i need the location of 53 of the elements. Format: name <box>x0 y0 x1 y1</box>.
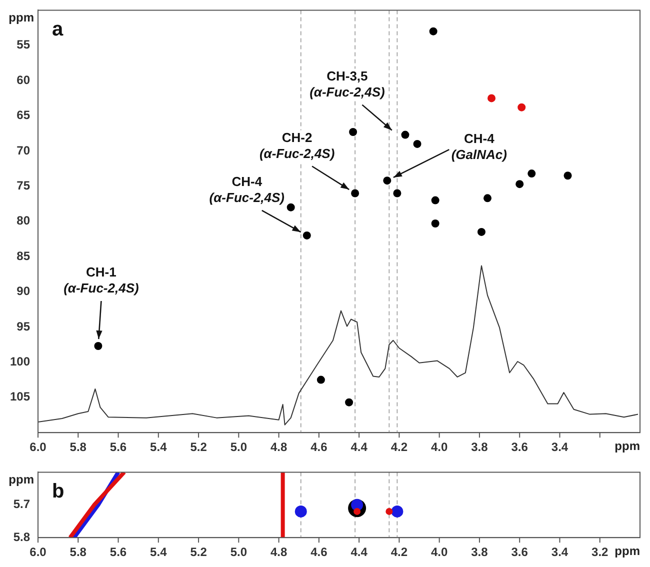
y-tick-label: 5.8 <box>13 530 30 544</box>
x-tick-label: 6.0 <box>30 440 47 454</box>
y-tick-label: 5.7 <box>13 497 30 512</box>
x-tick-label: 5.2 <box>190 545 208 560</box>
annotation: CH-4 (GalNAc) <box>451 131 507 162</box>
y-tick-label: 70 <box>16 143 30 158</box>
x-tick-label: 5.0 <box>230 545 248 560</box>
x-tick-label: 4.4 <box>350 545 368 560</box>
x-axis-title: ppm <box>614 544 640 558</box>
annotation: CH-1 (α-Fuc-2,4S) <box>64 264 139 296</box>
annotation: a <box>52 18 64 41</box>
y-tick-label: 60 <box>16 72 30 87</box>
x-tick-label: 4.6 <box>310 440 328 454</box>
x-tick-label: 4.0 <box>430 440 448 454</box>
x-tick-label: 4.0 <box>430 545 448 560</box>
x-tick-label: 3.6 <box>511 440 528 454</box>
y-axis-title: ppm <box>8 472 34 487</box>
x-tick-label: 5.6 <box>110 545 127 560</box>
x-tick-label: 4.8 <box>270 545 288 560</box>
y-axis-title: ppm <box>8 10 34 25</box>
x-tick-label: 3.4 <box>551 545 568 560</box>
x-tick-label: 4.2 <box>390 545 408 560</box>
x-tick-label: 5.4 <box>150 545 168 560</box>
x-tick-label: 3.8 <box>471 545 488 560</box>
x-tick-label: 4.2 <box>390 440 408 454</box>
x-tick-label: 3.6 <box>511 545 528 560</box>
x-tick-label: 4.8 <box>270 440 288 454</box>
x-tick-label: 3.4 <box>551 440 568 454</box>
x-tick-label: 3.2 <box>592 545 609 560</box>
y-tick-label: 85 <box>16 248 30 263</box>
y-tick-label: 100 <box>10 354 30 369</box>
x-tick-label: 4.6 <box>310 545 328 560</box>
y-tick-label: 75 <box>16 178 30 193</box>
y-tick-label: 80 <box>16 214 30 228</box>
annotation: b <box>52 480 64 503</box>
x-tick-label: 5.2 <box>190 440 208 454</box>
y-tick-label: 90 <box>16 284 30 298</box>
x-tick-label: 6.0 <box>30 545 47 560</box>
annotation: CH-2 (α-Fuc-2,4S) <box>259 130 335 161</box>
y-tick-label: 95 <box>16 319 30 334</box>
x-axis-title: ppm <box>614 438 640 453</box>
y-tick-label: 55 <box>16 38 30 52</box>
x-tick-label: 5.0 <box>230 440 248 454</box>
x-tick-label: 3.8 <box>471 440 488 454</box>
x-tick-label: 4.4 <box>350 440 368 454</box>
y-tick-label: 105 <box>10 390 30 404</box>
x-tick-label: 5.4 <box>150 440 168 454</box>
y-tick-label: 65 <box>16 108 30 122</box>
x-tick-label: 5.6 <box>110 440 127 454</box>
annotation: CH-4 (α-Fuc-2,4S) <box>209 174 285 206</box>
annotation: CH-3,5 (α-Fuc-2,4S) <box>310 68 385 100</box>
x-tick-label: 5.8 <box>70 545 87 560</box>
x-tick-label: 5.8 <box>70 440 87 454</box>
